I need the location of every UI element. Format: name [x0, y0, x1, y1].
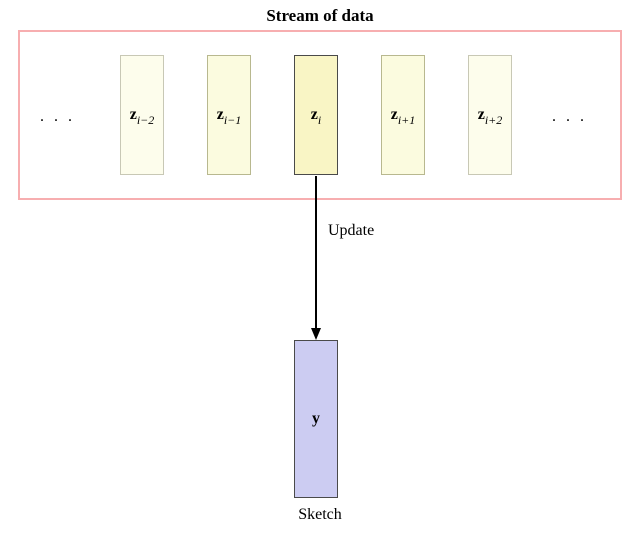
stream-bar-label: zi−2 [121, 106, 163, 127]
sketch-caption: Sketch [0, 506, 640, 524]
stream-bar: zi+2 [468, 55, 512, 175]
stream-bar-label: zi+1 [382, 106, 424, 127]
sketch-bar: y [294, 340, 338, 498]
title: Stream of data [0, 6, 640, 26]
stream-bar: zi−2 [120, 55, 164, 175]
update-arrow-head [311, 328, 321, 340]
ellipsis-left: ... [40, 108, 82, 126]
sketch-bar-label: y [295, 410, 337, 428]
stream-bar-label: zi [295, 106, 337, 127]
stream-bar-label: zi−1 [208, 106, 250, 127]
update-arrow-shaft [315, 176, 317, 328]
ellipsis-right: ... [552, 108, 594, 126]
stream-bar: zi [294, 55, 338, 175]
diagram-canvas: Stream of data ... zi−2 zi−1 zi zi+1 zi+2 ..… [0, 0, 640, 548]
stream-bar: zi−1 [207, 55, 251, 175]
stream-bar: zi+1 [381, 55, 425, 175]
update-label: Update [328, 222, 374, 240]
stream-bar-label: zi+2 [469, 106, 511, 127]
